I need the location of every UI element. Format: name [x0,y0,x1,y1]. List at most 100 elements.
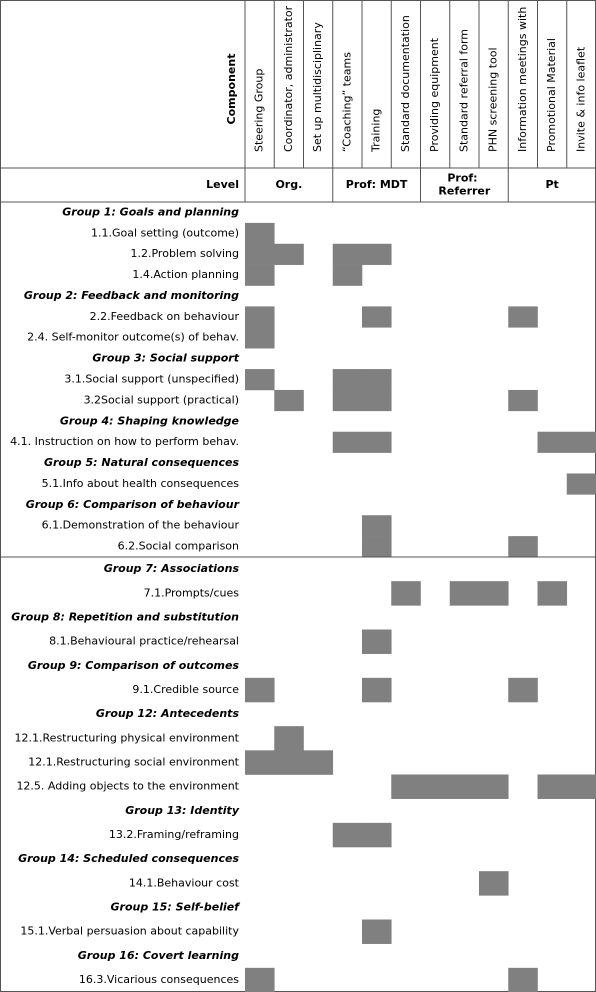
level-label: Level [206,178,239,191]
group-label: Group 4: Shaping knowledge [60,414,240,427]
filled-cell [245,264,275,286]
component-label: 12.5. Adding objects to the environment [16,780,239,793]
filled-cell [245,967,275,992]
filled-cell [332,389,363,412]
filled-cell [508,389,538,412]
filled-cell [362,369,392,391]
column-header: “Coaching” teams [340,52,353,152]
level-group: Prof: MDT [346,178,408,191]
component-label: 3.2Social support (practical) [84,393,239,406]
group-label: Group 12: Antecedents [96,707,240,720]
filled-cell [245,750,275,775]
column-header: Steering Group [253,69,266,152]
component-label: 3.1.Social support (unspecified) [64,373,239,386]
filled-cell [332,264,363,286]
group-label: Group 5: Natural consequences [44,456,239,469]
component-label: 2.4. Self-monitor outcome(s) of behav. [27,331,239,344]
group-label: Group 2: Feedback and monitoring [24,289,239,302]
filled-cell [332,243,363,265]
column-header: Standard documentation [399,15,412,152]
filled-cell [420,774,451,799]
component-header: Component [225,54,238,125]
group-label: Group 6: Comparison of behaviour [26,498,240,511]
component-label: 6.2.Social comparison [118,540,239,553]
filled-cell [479,774,509,799]
group-label: Group 9: Comparison of outcomes [28,659,240,672]
filled-cell [362,677,392,703]
filled-cell [362,822,392,848]
level-group: Org. [275,178,302,191]
filled-cell [362,629,392,654]
filled-cell [362,919,392,944]
filled-cell [508,677,538,703]
component-label: 9.1.Credible source [132,683,239,696]
component-label: 13.2.Framing/reframing [109,828,239,841]
filled-cell [508,967,538,992]
column-header: PHN screening tool [487,47,500,152]
component-label: 4.1. Instruction on how to perform behav… [10,435,239,448]
filled-cell [362,389,392,412]
group-label: Group 7: Associations [104,562,240,575]
filled-cell [537,581,568,606]
group-label: Group 1: Goals and planning [62,205,239,218]
filled-cell [449,774,480,799]
filled-cell [362,515,392,537]
filled-cell [245,677,275,703]
column-header: Providing equipment [428,37,441,152]
filled-cell [391,581,421,606]
component-label: 1.2.Problem solving [131,247,240,260]
filled-cell [303,750,334,775]
column-header: Promotional Material [545,38,558,152]
component-label: 1.1.Goal setting (outcome) [91,226,239,239]
filled-cell [245,369,275,391]
filled-cell [245,222,275,245]
filled-cell [508,306,538,328]
component-label: 12.1.Restructuring social environment [28,755,239,768]
filled-cell [566,431,596,453]
filled-cell [479,581,509,606]
filled-cell [274,750,304,775]
column-header: Coordinator, administrator [282,5,295,152]
filled-cell [274,243,304,265]
filled-cell [245,243,275,265]
column-header: Standard referral form [457,29,470,152]
filled-cell [479,871,509,896]
component-label: 8.1.Behavioural practice/rehearsal [49,635,239,648]
filled-cell [332,822,363,848]
component-label: 14.1.Behaviour cost [129,876,240,889]
filled-cell [245,306,275,328]
level-group: Pt [545,178,558,191]
group-label: Group 16: Covert learning [78,949,239,962]
group-label: Group 8: Repetition and substitution [11,610,239,623]
component-label: 2.2.Feedback on behaviour [90,310,240,323]
filled-cell [362,431,392,453]
filled-cell [362,306,392,328]
component-label: 6.1.Demonstration of the behaviour [42,519,240,532]
filled-cell [274,389,304,412]
filled-cell [245,327,275,349]
component-label: 1.4.Action planning [132,268,239,281]
component-label: 15.1.Verbal persuasion about capability [20,925,239,938]
filled-cell [274,726,304,751]
filled-cell [537,774,568,799]
column-header: Training [370,109,383,153]
group-label: Group 13: Identity [125,804,240,817]
column-header: Information meetings with [516,7,529,152]
filled-cell [391,774,421,799]
filled-cell [362,243,392,265]
component-label: 5.1.Info about health consequences [42,477,240,490]
component-label: 7.1.Prompts/cues [144,586,240,599]
group-label: Group 3: Social support [92,352,239,365]
group-label: Group 14: Scheduled consequences [18,852,239,865]
component-label: 12.1.Restructuring physical environment [15,731,240,744]
column-header: Set up multidisciplinary [311,22,324,152]
filled-cell [566,473,596,495]
filled-cell [449,581,480,606]
filled-cell [332,431,363,453]
filled-cell [332,369,363,391]
group-label: Group 15: Self-belief [110,900,240,913]
filled-cell [537,431,568,453]
column-header: Invite & info leaflet [574,46,587,152]
